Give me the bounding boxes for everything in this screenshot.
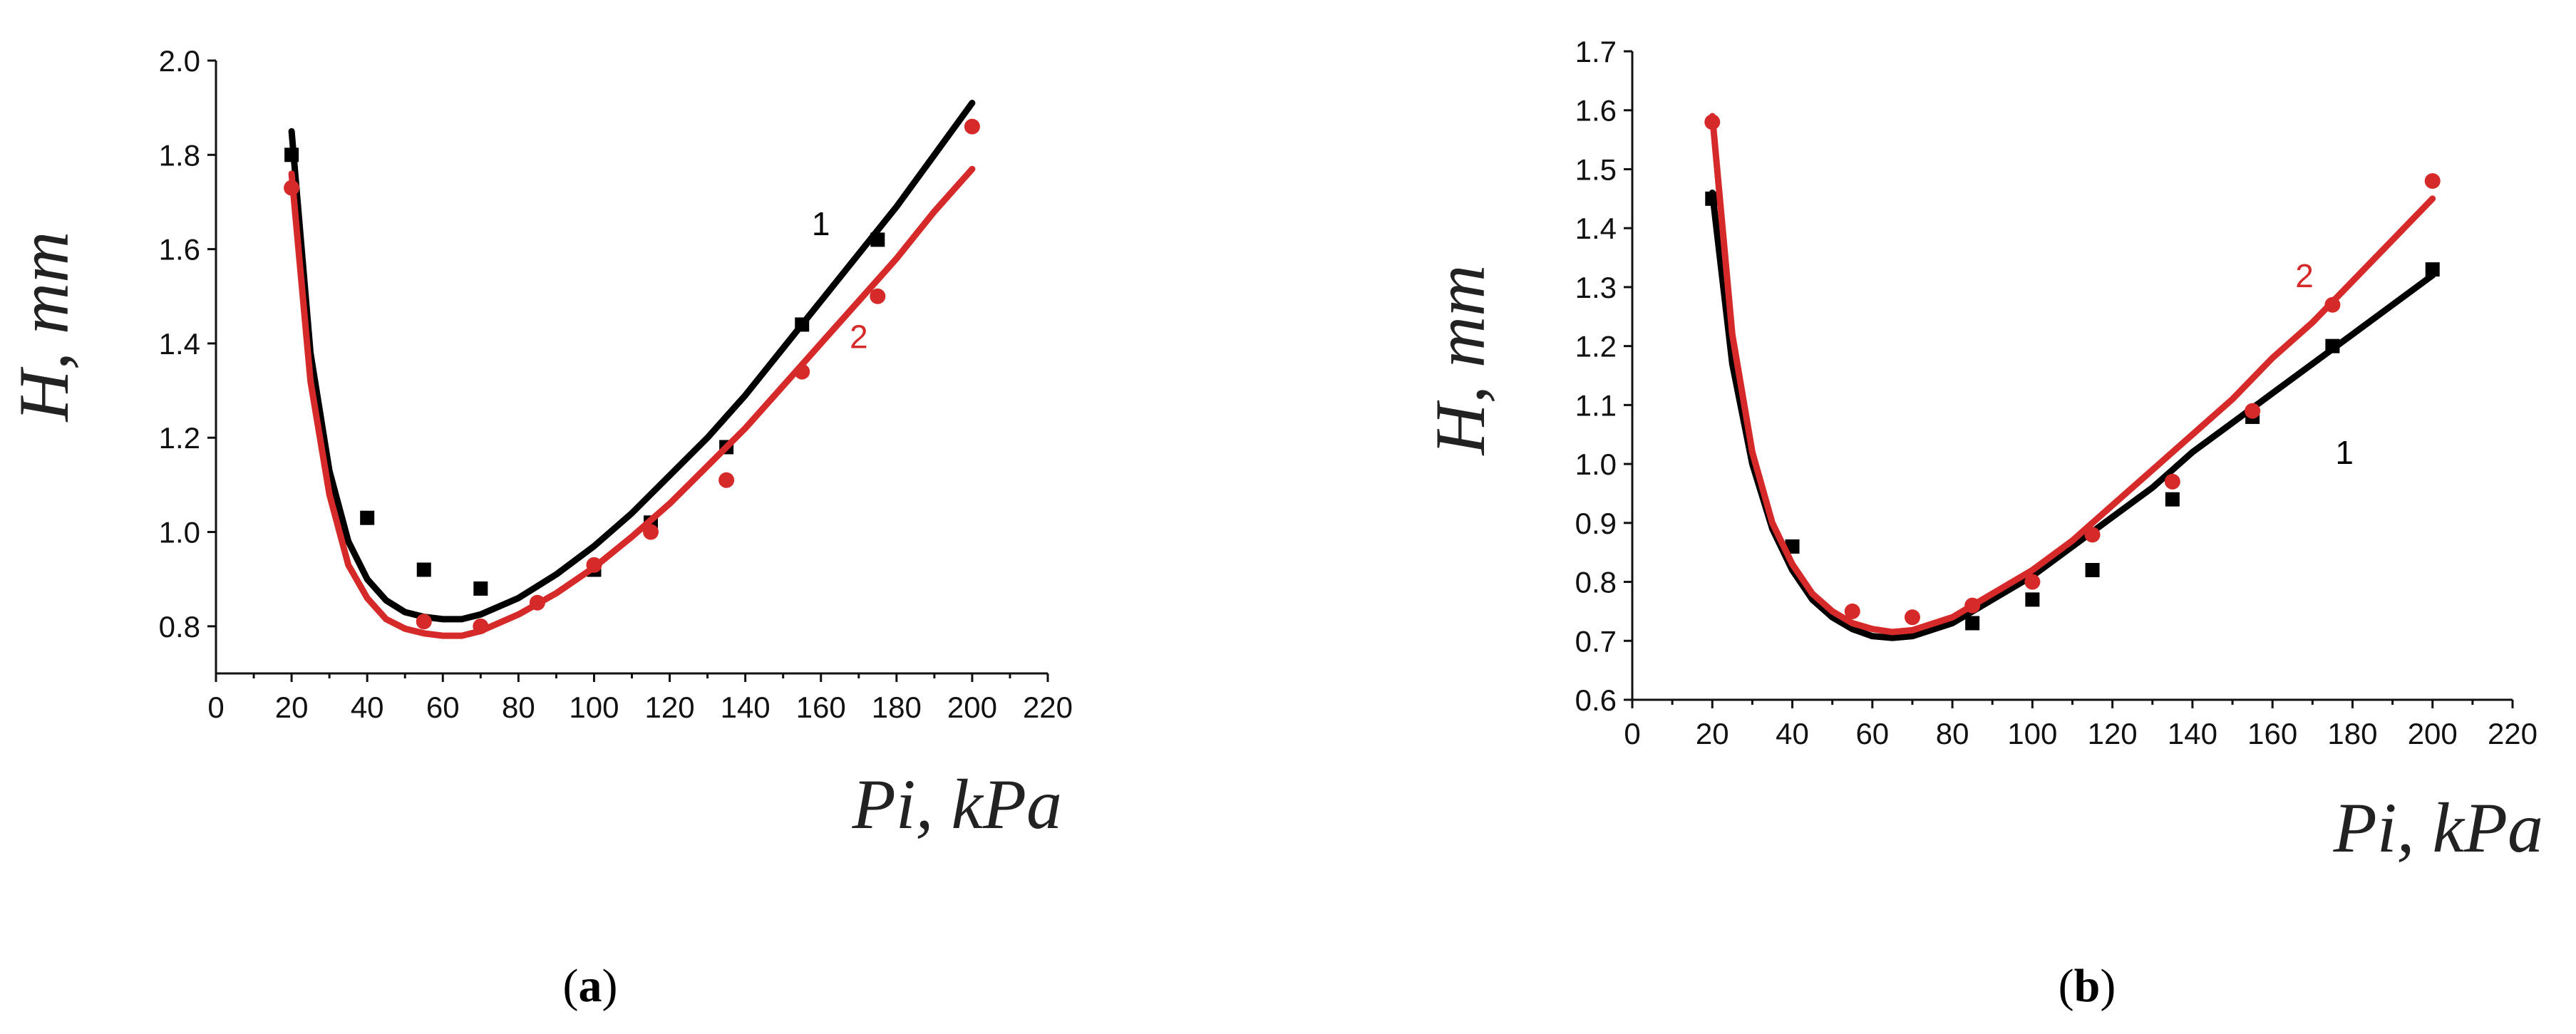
x-tick-label: 0 [1624,717,1640,750]
series-2-data-point [794,363,810,380]
series-2-data-point [964,118,980,135]
x-tick-label: 200 [947,691,997,724]
series-1-data-point [2325,338,2340,353]
series-2-data-point [2424,173,2441,189]
series-2-data-point [643,524,659,540]
series-1-data-point [2025,592,2040,607]
x-tick-label: 160 [2247,717,2297,750]
series-1-fit-line [288,100,976,623]
x-tick-label: 80 [1936,717,1969,750]
y-tick-label: 1.6 [159,233,200,267]
series-2-data-point [586,557,602,573]
series-2-data-point [2245,403,2261,419]
x-tick-label: 200 [2408,717,2458,750]
x-tick-label: 140 [721,691,771,724]
series-1-fit-line [1709,190,2436,641]
series-1-data-point [870,232,885,247]
x-tick-label: 120 [645,691,695,724]
x-tick-label: 100 [569,691,619,724]
series-1-data-point [473,581,488,596]
series-2-label: 2 [2295,257,2314,294]
x-tick-label: 220 [1023,691,1073,724]
y-tick-label: 1.4 [159,327,200,361]
x-axis-title: Pi, kPa [2333,788,2543,867]
x-tick-label: 180 [2327,717,2377,750]
x-tick-label: 120 [2088,717,2138,750]
y-tick-label: 1.0 [1575,448,1617,481]
series-1-label: 1 [812,205,830,242]
series-1-data-point [2425,262,2440,277]
y-axis-title: H, mm [4,232,83,423]
x-tick-label: 140 [2168,717,2217,750]
series-2-data-point [718,472,735,488]
panel-caption: (a) [563,960,618,1012]
series-1-data-point [2165,492,2180,507]
series-2-data-point [284,180,300,196]
x-tick-label: 0 [207,691,224,724]
series-1-data-point [360,510,375,525]
y-tick-label: 2.0 [159,44,200,78]
series-2-data-point [1704,114,1721,130]
series-2-fit-line [1709,113,2436,636]
y-tick-label: 1.6 [1575,94,1617,128]
y-tick-label: 1.0 [159,516,200,549]
series-2-label: 2 [850,319,868,356]
x-tick-label: 20 [275,691,309,724]
series-2-data-point [2024,574,2041,590]
series-2-data-point [416,614,432,630]
y-tick-label: 1.2 [159,421,200,455]
series-1-data-point [1965,616,1980,631]
series-2-data-point [870,288,886,304]
x-tick-label: 100 [2007,717,2057,750]
series-2-data-point [473,618,489,634]
x-tick-label: 180 [872,691,922,724]
x-tick-label: 20 [1696,717,1729,750]
panel-caption: (b) [2059,960,2116,1012]
chart-panel-a: 0 20 40 60 80 100 120 140 160 180 200 220 0.8 1.0 1.2 1… [4,44,1073,1012]
series-2-data-point [1964,597,1981,614]
y-tick-label: 0.7 [1575,624,1617,658]
series-2-data-point [2324,296,2341,313]
y-tick-label: 1.7 [1575,35,1617,68]
x-tick-label: 40 [351,691,384,724]
x-axis-title: Pi, kPa [852,765,1062,844]
y-tick-label: 1.2 [1575,330,1617,363]
x-tick-label: 40 [1776,717,1809,750]
y-tick-label: 0.8 [159,610,200,643]
series-2-data-point [2084,527,2101,543]
x-tick-label: 60 [1855,717,1889,750]
y-tick-label: 1.3 [1575,271,1617,304]
x-tick-label: 160 [796,691,846,724]
y-tick-label: 0.8 [1575,566,1617,599]
series-2-data-point [2164,473,2180,490]
x-tick-label: 220 [2488,717,2538,750]
y-axis-title: H, mm [1421,265,1500,457]
y-tick-label: 0.9 [1575,507,1617,540]
series-1-data-point [1705,191,1720,206]
series-1-data-point [795,317,810,332]
y-tick-label: 0.6 [1575,683,1617,717]
x-tick-label: 80 [502,691,535,724]
chart-panel-b: 0 20 40 60 80 100 120 140 160 180 200 220 0.6 0.7 0.8 0… [1421,35,2543,1012]
series-1-label: 1 [2335,434,2354,471]
series-1-data-point [2085,563,2100,577]
y-tick-label: 1.1 [1575,388,1617,422]
series-1-data-point [416,562,431,577]
x-tick-label: 60 [426,691,460,724]
series-2-data-point [1904,609,1920,626]
series-2-data-point [529,594,545,611]
series-2-data-point [1844,603,1860,619]
series-1-data-point [284,148,299,162]
y-tick-label: 1.8 [159,138,200,172]
y-tick-label: 1.5 [1575,152,1617,186]
y-tick-label: 1.4 [1575,212,1617,245]
